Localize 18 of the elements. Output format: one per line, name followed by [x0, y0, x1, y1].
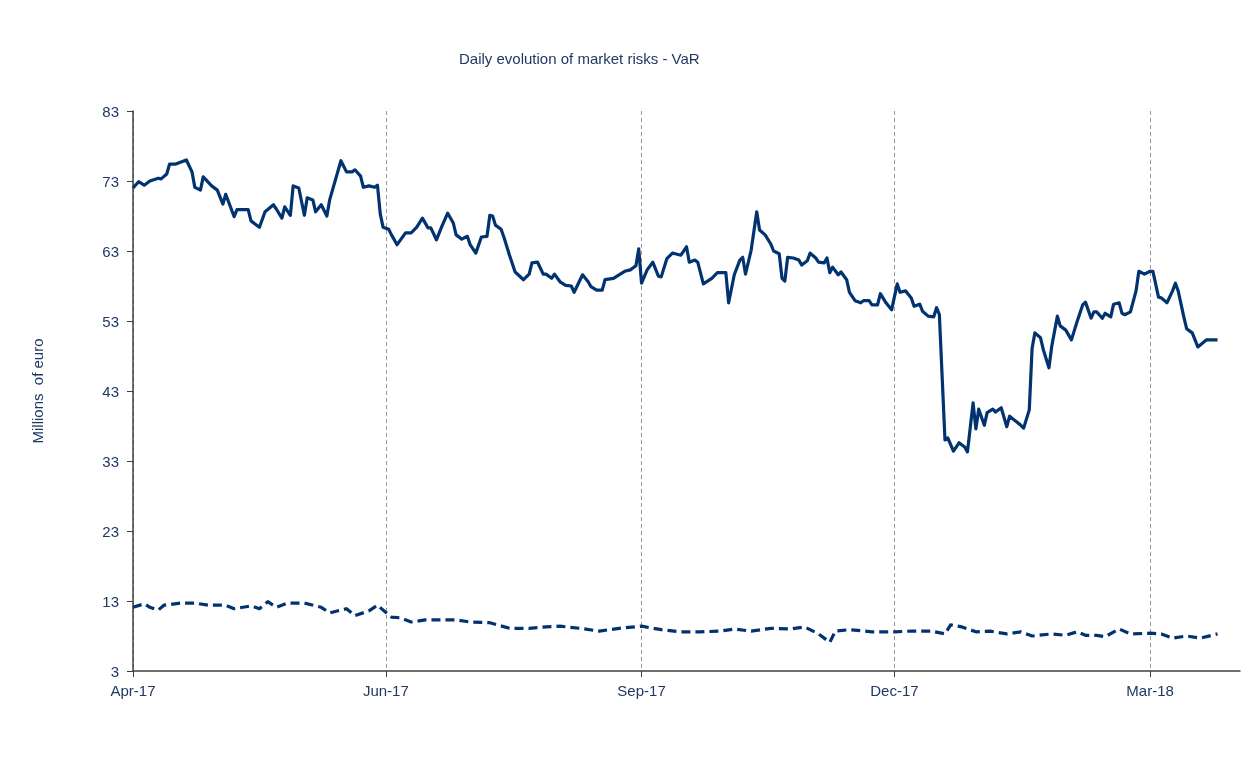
x-tick-label: Dec-17 [870, 682, 919, 699]
y-tick-label: 63 [102, 242, 119, 260]
line-series [131, 600, 1220, 644]
x-tick-label: Apr-17 [110, 682, 156, 699]
y-tick-label: 23 [102, 522, 119, 540]
line-series [131, 158, 1220, 454]
y-tick-label: 33 [102, 452, 119, 470]
y-tick-label: 83 [102, 102, 119, 120]
y-tick-label: 53 [102, 312, 119, 330]
y-tick-label: 43 [102, 382, 119, 400]
x-tick-label: Mar-18 [1126, 682, 1174, 699]
x-tick-label: Jun-17 [362, 682, 409, 699]
y-axis-title: Millions of euro [29, 338, 46, 444]
chart-title: Daily evolution of market risks - VaR [459, 50, 700, 67]
y-tick-label: 73 [102, 172, 119, 190]
x-tick-label: Sep-17 [617, 682, 666, 699]
y-tick-label: 3 [110, 662, 119, 680]
y-tick-label: 13 [102, 592, 119, 610]
